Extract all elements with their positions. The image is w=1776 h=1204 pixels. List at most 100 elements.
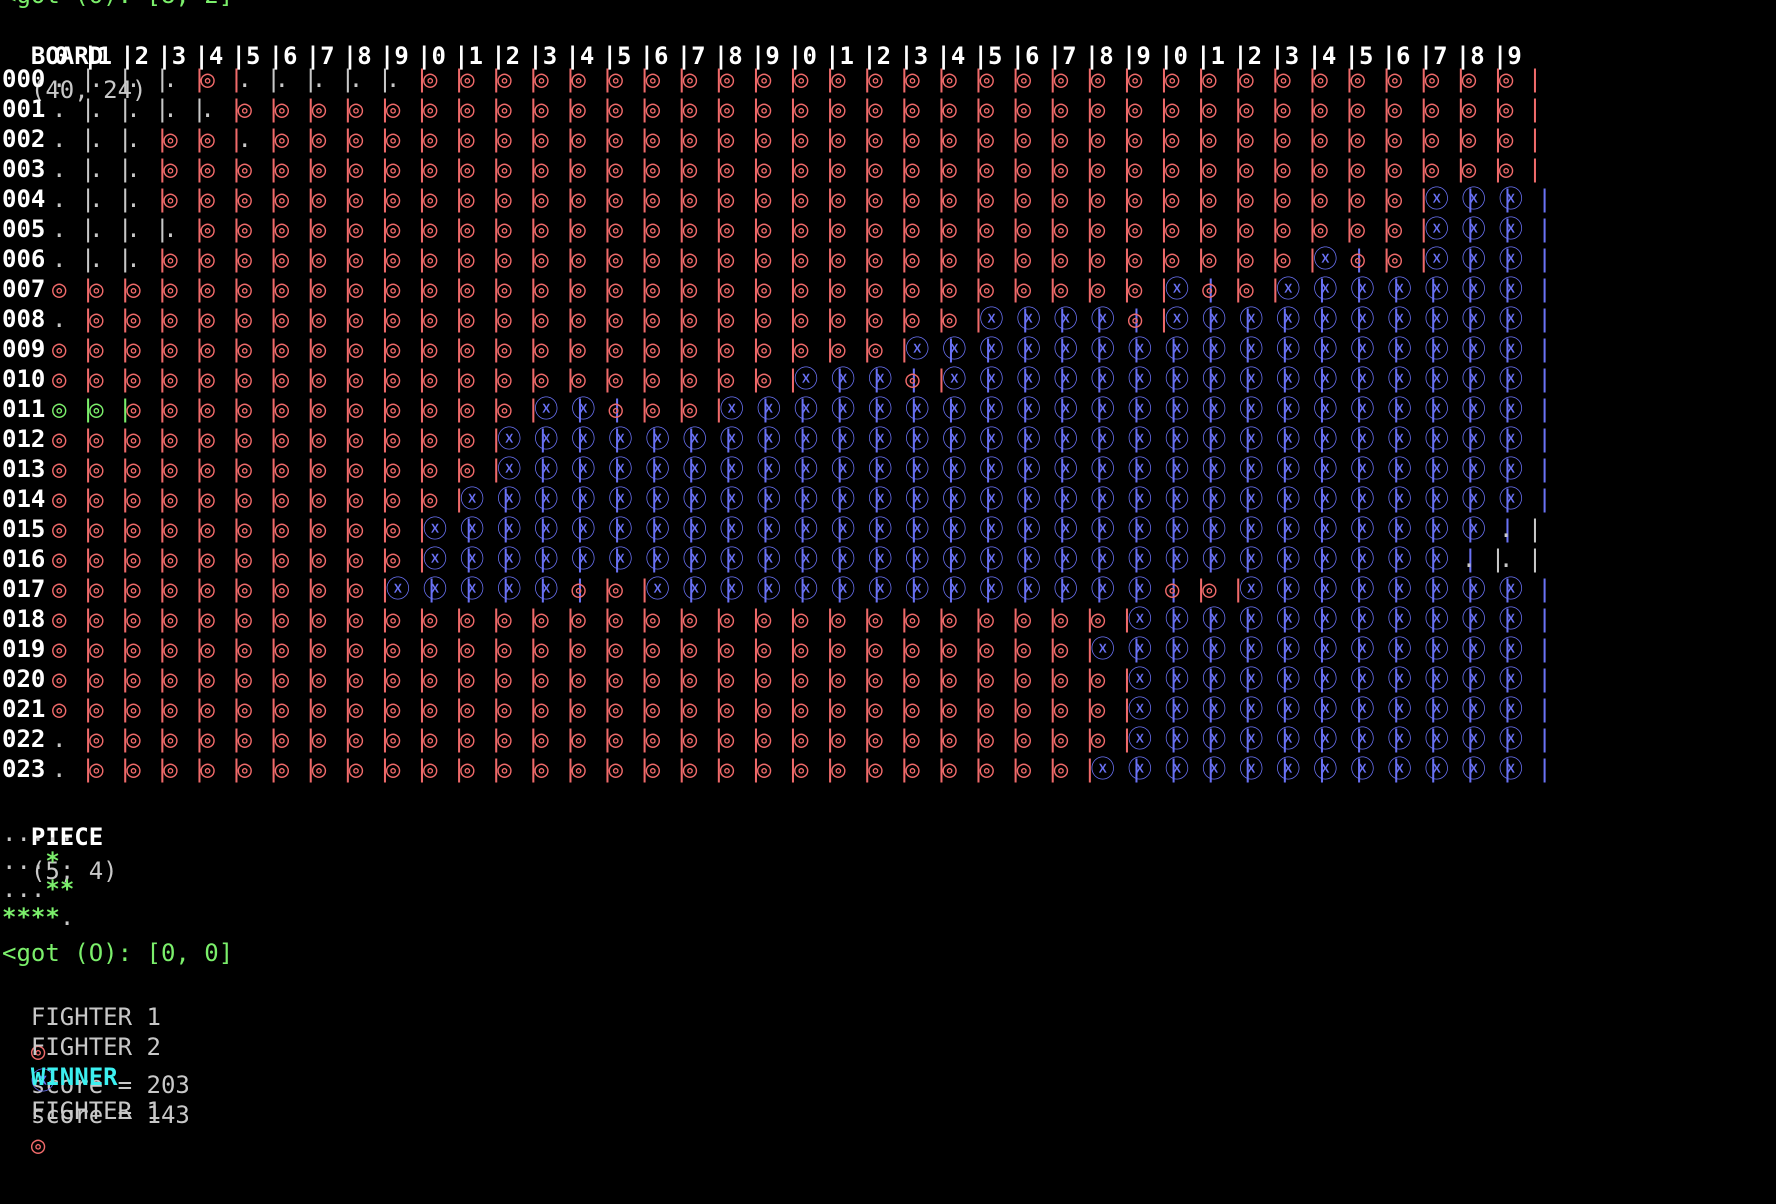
board-cell: ◎ | xyxy=(608,395,652,423)
column-header-label: |4 xyxy=(194,42,224,70)
board-cell: ⓧ | xyxy=(1498,305,1552,333)
board-cell: ◎ | xyxy=(385,395,430,423)
board-cell: ⓧ | xyxy=(868,395,922,423)
board-cell: ◎ | xyxy=(1090,245,1135,273)
board-cell: ◎ | xyxy=(1165,155,1209,183)
board-cell: . | xyxy=(1498,545,1543,573)
board-row-label: 011 xyxy=(2,395,46,423)
board-cell: ◎ | xyxy=(534,125,578,153)
board-cell: ◎ | xyxy=(1239,275,1283,303)
board-cell: ◎ | xyxy=(1276,65,1320,93)
board-cell: ◎ | xyxy=(348,365,393,393)
board-cell: ◎ | xyxy=(460,365,504,393)
board-cell: ◎ | xyxy=(348,125,393,153)
board-cell: ⓧ | xyxy=(1498,695,1552,723)
board-cell: ◎ | xyxy=(719,65,764,93)
board-cell: ◎ | xyxy=(200,395,244,423)
board-cell: ◎ | xyxy=(1202,95,1246,123)
board-cell: ⓧ | xyxy=(1498,215,1552,243)
board-cell: ⓧ | xyxy=(1276,275,1330,303)
board-cell: ◎ | xyxy=(126,395,170,423)
board-cell: ◎ | xyxy=(1239,245,1283,273)
board-cell: . | xyxy=(126,95,170,123)
board-cell: ⓧ | xyxy=(534,395,588,423)
board-cell: ◎ | xyxy=(1498,65,1543,93)
got-line: <got (O): [0, 0] xyxy=(2,939,234,967)
board-cell: ◎ | xyxy=(1350,185,1394,213)
piece-row: ..... xyxy=(2,819,75,847)
board-cell: ⓧ | xyxy=(1202,365,1255,393)
board-cell: ◎ | xyxy=(979,275,1023,303)
board-cell: . | xyxy=(163,95,207,123)
board-cell: ◎ | xyxy=(274,215,318,243)
board-cell: ◎ | xyxy=(868,185,912,213)
board-row-label: 005 xyxy=(2,215,46,243)
board-cell: ◎ | xyxy=(385,125,430,153)
piece-row: ****. xyxy=(2,903,75,931)
board-cell: ⓧ | xyxy=(1350,305,1404,333)
board-cell: ◎ | xyxy=(831,275,875,303)
board-cell: ⓧ | xyxy=(1424,215,1478,243)
board-cell: ⓧ | xyxy=(1350,335,1404,363)
board-cell: ◎ | xyxy=(1313,65,1357,93)
board-cell: ◎ | xyxy=(1202,245,1246,273)
board-cell: ◎ | xyxy=(794,275,838,303)
board-row: 009 ◎ | ◎ | ◎ | ◎ | ◎ | ◎ | ◎ | ◎ | ◎ | ◎ | ◎ | ◎ | ◎… xyxy=(2,332,1552,366)
board-cell: . | xyxy=(163,215,207,243)
board-cell: ⓧ | xyxy=(719,395,773,423)
board-cell: ◎ | xyxy=(200,155,244,183)
column-header-label: |3 xyxy=(528,42,558,70)
board-row: 007 ◎ | ◎ | ◎ | ◎ | ◎ | ◎ | ◎ | ◎ | ◎ | ◎ | ◎ | ◎ | ◎… xyxy=(2,272,1552,306)
board-cell: ◎ | xyxy=(237,275,281,303)
board-cell: . | xyxy=(274,65,318,93)
board-cell: ◎ | xyxy=(237,185,281,213)
board-cell: ⓧ | xyxy=(794,365,847,393)
board-row: 011 ◎ | ◎ | ◎ | ◎ | ◎ | ◎ | ◎ | ◎ | ◎ | ◎ | ◎ | ◎ | ◎… xyxy=(2,392,1552,426)
board-cell: ◎ | xyxy=(348,275,393,303)
board-cell: . | xyxy=(311,65,356,93)
board-cell: ⓧ | xyxy=(1461,365,1515,393)
board-cell: ◎ | xyxy=(497,65,541,93)
board-cell: ◎ | xyxy=(200,335,244,363)
board-cell: ◎ | xyxy=(1053,65,1098,93)
board-cell: ◎ | xyxy=(497,395,541,423)
board-cell: ◎ | xyxy=(1424,155,1469,183)
board-cell: ◎ | xyxy=(905,275,949,303)
board-cell: ◎ | xyxy=(1202,155,1246,183)
board-cell: ◎ | xyxy=(52,365,96,393)
board-cell: ◎ | xyxy=(385,215,430,243)
board-cell: . | xyxy=(52,95,96,123)
board-cell: ⓧ | xyxy=(1498,635,1552,663)
board-row: 006. |. |. | ◎ | ◎ | ◎ | ◎ | ◎ | ◎ | ◎ | ◎ | ◎ | ◎… xyxy=(2,242,1552,276)
board-cell: ◎ | xyxy=(1424,95,1469,123)
board-cell: ◎ | xyxy=(534,185,578,213)
board-cell: ◎ | xyxy=(1387,245,1431,273)
board-cell: . | xyxy=(52,215,96,243)
board-cell: ◎ | xyxy=(682,65,727,93)
board-cell: ◎ | xyxy=(1016,275,1060,303)
board-cell: ⓧ | xyxy=(1498,275,1552,303)
board-row: 005. |. |. |. | ◎ | ◎ | ◎ | ◎ | ◎ | ◎ | ◎ | ◎ | ◎… xyxy=(2,212,1552,246)
board-cell: ◎ | xyxy=(237,335,281,363)
board-cell: ◎ | xyxy=(311,185,356,213)
board-cell: ◎ | xyxy=(571,335,615,363)
board-cell: ◎ | xyxy=(1090,65,1135,93)
board-cell: ⓧ | xyxy=(979,305,1033,333)
board-cell: ◎ | xyxy=(645,185,689,213)
board-cell: ◎ | xyxy=(682,95,727,123)
board-cell: ◎ | xyxy=(1313,125,1357,153)
board-cell: ◎ | xyxy=(1387,155,1431,183)
board-cell: ◎ | xyxy=(348,335,393,363)
board-cell: ◎ | xyxy=(645,395,689,423)
board-cell: ◎ | xyxy=(719,95,764,123)
board-cell: ◎ | xyxy=(1276,125,1320,153)
board-cell: ◎ | xyxy=(311,215,356,243)
board-cell: ◎ | xyxy=(385,305,430,333)
column-header-label: |6 xyxy=(268,42,298,70)
column-header-label: |6 xyxy=(1381,42,1411,70)
board-row: 014 ◎ | ◎ | ◎ | ◎ | ◎ | ◎ | ◎ | ◎ | ◎ | ◎ | ◎ | ⓧ | ⓧ… xyxy=(2,482,1552,516)
board-cell: ◎ | xyxy=(1202,215,1246,243)
board-row-label: 020 xyxy=(2,665,46,693)
board-row-label: 012 xyxy=(2,425,46,453)
column-header-label: 0 xyxy=(54,42,69,70)
